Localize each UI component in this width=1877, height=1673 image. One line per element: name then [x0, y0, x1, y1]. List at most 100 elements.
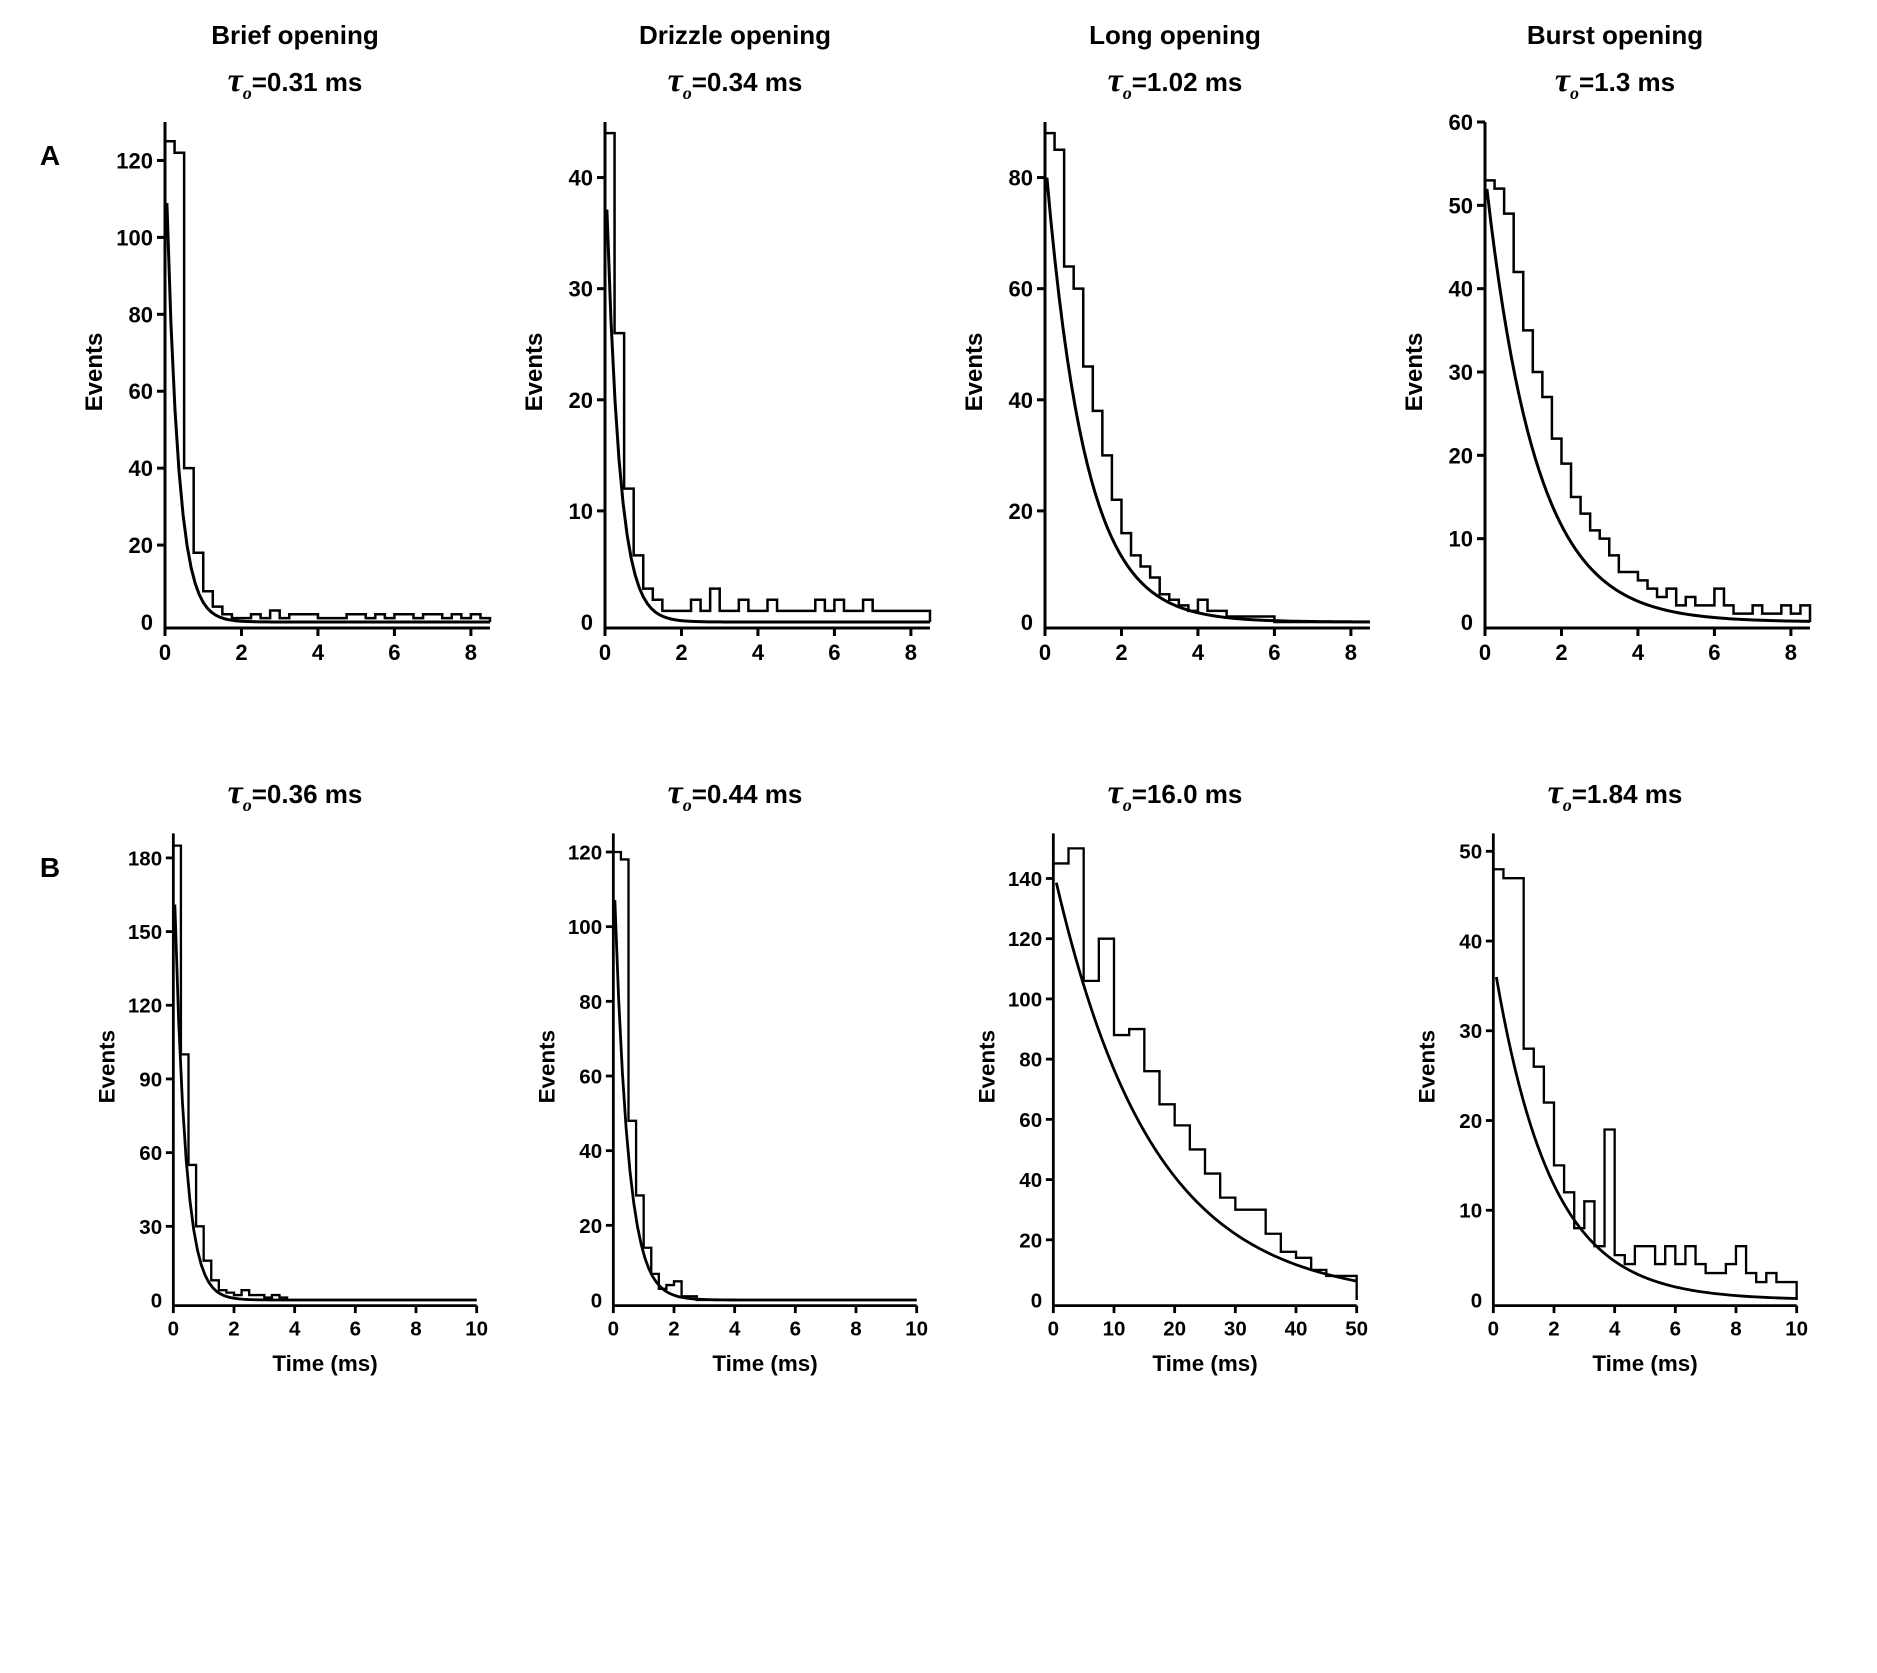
x-axis-label: Time (ms) [712, 1351, 817, 1376]
x-tick-label: 10 [1103, 1317, 1126, 1340]
tau-symbol: τo [228, 774, 252, 811]
fit-curve [167, 203, 490, 622]
y-tick-label: 180 [128, 847, 162, 870]
histogram-step [613, 852, 916, 1300]
y-tick-label: 10 [1459, 1199, 1482, 1222]
tau-subscript: o [683, 795, 692, 815]
y-tick-label-zero: 0 [581, 610, 593, 635]
x-tick-label: 0 [1479, 640, 1491, 665]
tau-subscript: o [1123, 795, 1132, 815]
tau-value-text: =0.36 ms [252, 779, 363, 809]
tau-label-B-2: τo=16.0 ms [960, 774, 1390, 816]
y-axis-label: Events [521, 332, 548, 411]
x-tick-label: 6 [828, 640, 840, 665]
y-axis-label: Events [535, 1030, 560, 1103]
x-tick-label: 0 [1488, 1317, 1499, 1340]
y-axis-label: Events [1415, 1030, 1440, 1103]
x-tick-label: 2 [228, 1317, 239, 1340]
x-tick-label: 6 [388, 640, 400, 665]
y-tick-label: 60 [139, 1142, 162, 1165]
chart-B-2: 20406080100120140001020304050EventsTime … [960, 824, 1380, 1384]
panel-B-2: τo=16.0 ms20406080100120140001020304050E… [960, 732, 1390, 1384]
tau-label-A-3: τo=1.3 ms [1400, 62, 1830, 104]
col-title-1: Drizzle opening [520, 20, 950, 52]
tau-symbol: τo [1108, 62, 1132, 99]
x-tick-label: 8 [465, 640, 477, 665]
col-title-1 [520, 732, 950, 764]
histogram-step [1493, 869, 1796, 1300]
x-tick-label: 2 [1115, 640, 1127, 665]
y-tick-label: 90 [139, 1068, 162, 1091]
chart-A-0: 20406080100120002468Events [80, 112, 500, 672]
y-tick-label: 120 [116, 148, 153, 173]
tau-symbol: τo [228, 62, 252, 99]
x-tick-label: 6 [350, 1317, 361, 1340]
y-tick-label-zero: 0 [1471, 1289, 1482, 1312]
panel-A-0: Brief openingτo=0.31 ms20406080100120002… [80, 20, 510, 672]
x-tick-label: 8 [1730, 1317, 1741, 1340]
x-tick-label: 4 [1192, 640, 1205, 665]
tau-value-text: =0.34 ms [692, 67, 803, 97]
x-tick-label: 6 [1268, 640, 1280, 665]
x-tick-label: 2 [668, 1317, 679, 1340]
histogram-step [1053, 848, 1356, 1300]
figure-root: ABrief openingτo=0.31 ms2040608010012000… [20, 20, 1857, 1653]
tau-symbol: τo [1548, 774, 1572, 811]
y-tick-label: 20 [579, 1214, 602, 1237]
y-axis-label: Events [1401, 332, 1428, 411]
y-tick-label: 100 [116, 225, 153, 250]
x-tick-label: 4 [289, 1317, 301, 1340]
col-title-0: Brief opening [80, 20, 510, 52]
y-tick-label: 60 [1009, 276, 1033, 301]
y-tick-label: 30 [1459, 1020, 1482, 1043]
x-axis-label: Time (ms) [1592, 1351, 1697, 1376]
chart-A-1: 10203040002468Events [520, 112, 940, 672]
tau-value-text: =1.84 ms [1572, 779, 1683, 809]
x-tick-label: 8 [850, 1317, 861, 1340]
panel-B-3: τo=1.84 ms102030405000246810EventsTime (… [1400, 732, 1830, 1384]
tau-label-B-3: τo=1.84 ms [1400, 774, 1830, 816]
y-tick-label: 30 [139, 1215, 162, 1238]
panel-A-3: Burst openingτo=1.3 ms102030405060002468… [1400, 20, 1830, 672]
chart-A-3: 102030405060002468Events [1400, 112, 1820, 672]
histogram-step [1045, 133, 1370, 622]
histogram-step [605, 133, 930, 622]
tau-label-B-1: τo=0.44 ms [520, 774, 950, 816]
col-title-2: Long opening [960, 20, 1390, 52]
chart-A-2: 20406080002468Events [960, 112, 1380, 672]
tau-subscript: o [683, 83, 692, 103]
tau-value-text: =16.0 ms [1132, 779, 1243, 809]
fit-curve [1496, 977, 1796, 1298]
y-tick-label: 40 [569, 165, 593, 190]
fit-curve [607, 209, 930, 621]
fit-curve [1487, 189, 1810, 621]
panel-A-2: Long openingτo=1.02 ms20406080002468Even… [960, 20, 1390, 672]
tau-symbol: τo [1108, 774, 1132, 811]
y-axis-label: Events [961, 332, 988, 411]
y-tick-label: 80 [129, 302, 153, 327]
tau-symbol: τo [1555, 62, 1579, 99]
y-tick-label: 60 [1449, 112, 1473, 135]
y-tick-label: 80 [1019, 1048, 1042, 1071]
x-tick-label: 0 [168, 1317, 179, 1340]
y-tick-label: 40 [1019, 1169, 1042, 1192]
y-tick-label: 20 [129, 533, 153, 558]
y-tick-label: 40 [1009, 388, 1033, 413]
tau-subscript: o [243, 795, 252, 815]
y-tick-label-zero: 0 [591, 1289, 602, 1312]
tau-subscript: o [1563, 795, 1572, 815]
panel-B-0: τo=0.36 ms30609012015018000246810EventsT… [80, 732, 510, 1384]
x-tick-label: 30 [1224, 1317, 1247, 1340]
y-axis-label: Events [81, 332, 108, 411]
x-tick-label: 0 [1039, 640, 1051, 665]
x-tick-label: 4 [1632, 640, 1645, 665]
x-tick-label: 8 [905, 640, 917, 665]
y-tick-label: 120 [128, 994, 162, 1017]
y-tick-label: 30 [569, 276, 593, 301]
x-tick-label: 0 [599, 640, 611, 665]
x-tick-label: 6 [790, 1317, 801, 1340]
y-tick-label: 150 [128, 921, 162, 944]
x-tick-label: 4 [312, 640, 325, 665]
x-tick-label: 10 [465, 1317, 488, 1340]
y-tick-label: 80 [1009, 165, 1033, 190]
